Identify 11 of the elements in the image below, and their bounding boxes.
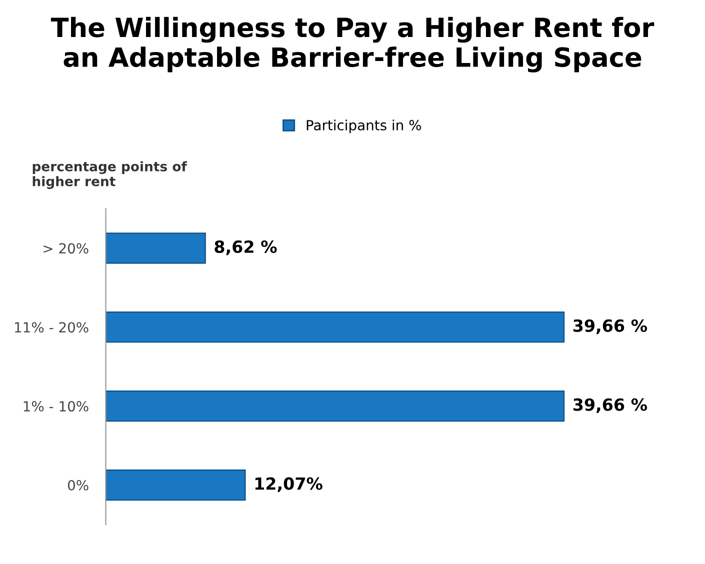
data-label: 39,66 % <box>573 398 648 414</box>
y-axis-title: percentage points of higher rent <box>32 161 188 189</box>
data-label: 12,07% <box>255 477 322 492</box>
y-tick-label: > 20% <box>44 243 88 254</box>
data-label: 8,62 % <box>214 240 277 256</box>
y-tick-label: 11% - 20% <box>15 322 88 333</box>
y-tick-label: 1% - 10% <box>24 401 88 412</box>
y-tick-label: 0% <box>68 480 88 491</box>
data-label: 39,66 % <box>573 319 648 334</box>
chart-title: The Willingness to Pay a Higher Rent for an Adaptable Barrier-free Living Space <box>50 16 654 72</box>
legend-label: Participants in % <box>306 120 421 134</box>
